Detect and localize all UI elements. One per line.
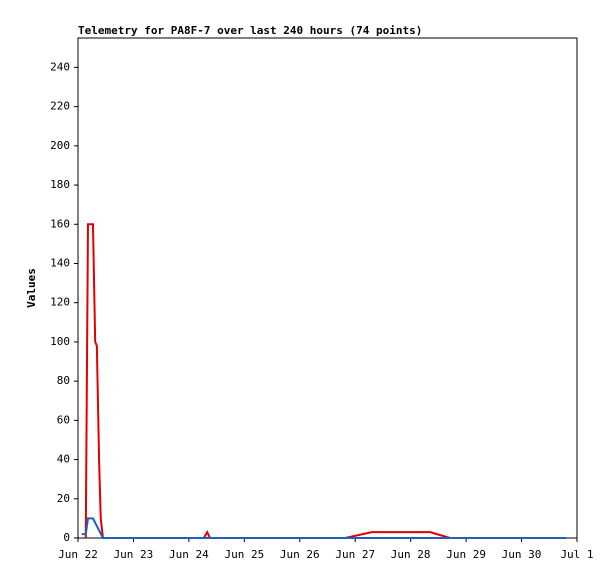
- y-tick-label: 240: [50, 60, 70, 73]
- y-tick-label: 120: [50, 296, 70, 309]
- y-tick-label: 180: [50, 178, 70, 191]
- y-tick-label: 80: [57, 374, 70, 387]
- y-tick-label: 160: [50, 217, 70, 230]
- x-tick-label: Jun 30: [502, 548, 542, 561]
- x-tick-label: Jun 25: [224, 548, 264, 561]
- y-tick-label: 40: [57, 453, 70, 466]
- x-tick-label: Jun 22: [58, 548, 98, 561]
- series-line: [84, 223, 566, 539]
- y-tick-label: 60: [57, 413, 70, 426]
- x-tick-label: Jun 24: [169, 548, 209, 561]
- series-line: [81, 517, 566, 539]
- y-tick-label: 200: [50, 139, 70, 152]
- y-tick-label: 220: [50, 100, 70, 113]
- x-tick-label: Jun 27: [335, 548, 375, 561]
- x-tick-label: Jun 23: [114, 548, 154, 561]
- plot-frame: [77, 37, 578, 539]
- y-tick-label: 0: [63, 531, 70, 544]
- y-tick-label: 20: [57, 492, 70, 505]
- y-tick-label: 100: [50, 335, 70, 348]
- chart-title: Telemetry for PA8F-7 over last 240 hours…: [78, 24, 422, 37]
- x-tick-label: Jun 28: [391, 548, 431, 561]
- x-tick-label: Jul 1: [560, 548, 593, 561]
- y-axis-label: Values: [25, 268, 38, 308]
- y-tick-label: 140: [50, 256, 70, 269]
- x-tick-label: Jun 26: [280, 548, 320, 561]
- x-tick-label: Jun 29: [446, 548, 486, 561]
